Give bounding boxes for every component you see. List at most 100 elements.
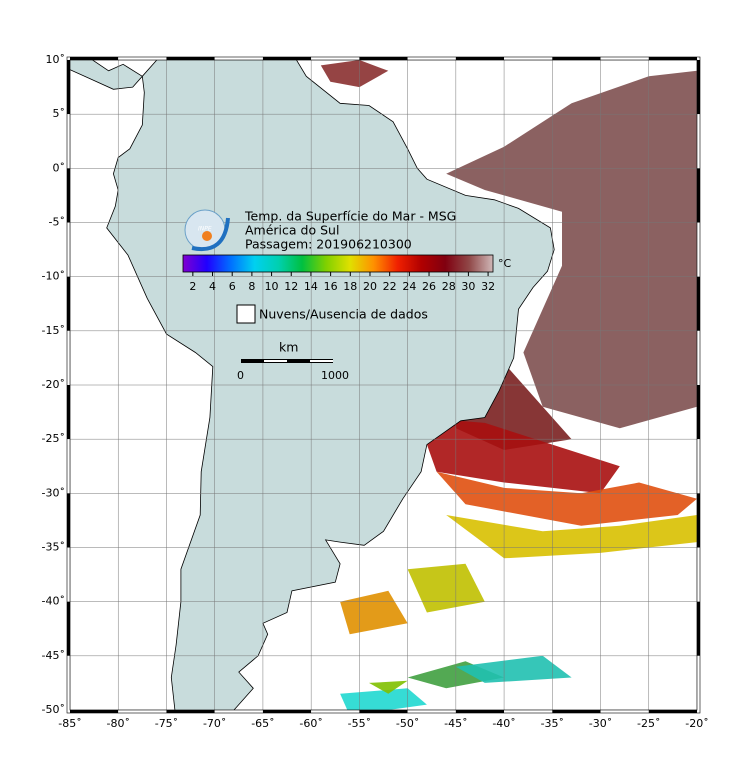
frame-segment: [70, 710, 119, 713]
frame-segment: [67, 60, 70, 115]
frame-segment: [648, 57, 697, 60]
frame-segment: [697, 114, 700, 169]
lon-tick-label: -80˚: [106, 717, 129, 730]
frame-segment: [697, 276, 700, 331]
frame-segment: [407, 57, 456, 60]
frame-segment: [504, 57, 553, 60]
lat-tick-label: -20˚: [42, 378, 65, 391]
frame-segment: [600, 57, 649, 60]
lon-tick-label: -50˚: [396, 717, 419, 730]
frame-segment: [697, 168, 700, 223]
central-america: [70, 60, 143, 90]
frame-segment: [70, 57, 119, 60]
frame-segment: [118, 57, 167, 60]
frame-segment: [697, 493, 700, 548]
frame-segment: [67, 439, 70, 494]
sst-patch: [417, 417, 620, 494]
colorbar-tick-label: 30: [461, 280, 475, 293]
frame-segment: [407, 710, 456, 713]
frame-segment: [455, 710, 505, 713]
pass: Passagem: 201906210300: [245, 237, 412, 252]
sst-field: [320, 60, 697, 710]
colorbar: 2 4 6 8 10 12 14 16 18 20 22 24 26 28 30 32: [182, 254, 495, 293]
colorbar-tick-label: 4: [209, 280, 216, 293]
frame-segment: [311, 57, 360, 60]
frame-segment: [67, 601, 70, 656]
frame-segment: [359, 57, 408, 60]
lon-tick-label: -60˚: [299, 717, 322, 730]
frame-segment: [67, 222, 70, 277]
frame-segment: [697, 330, 700, 385]
lon-tick-label: -65˚: [251, 717, 274, 730]
sst-patch: [436, 471, 697, 526]
land: [70, 60, 555, 710]
frame-segment: [214, 710, 263, 713]
colorbar-tick-label: 22: [383, 280, 397, 293]
lat-tick-label: -45˚: [42, 649, 65, 662]
legend: INPE Temp. da Superfície do Mar - MSG Am…: [184, 209, 512, 382]
frame-segment: [262, 57, 312, 60]
frame-segment: [359, 710, 408, 713]
lat-tick-label: 5˚: [53, 107, 66, 120]
logo-dot: [202, 231, 212, 241]
scale-bar: [310, 360, 333, 362]
lat-tick-label: 10˚: [46, 53, 66, 66]
colorbar-tick-label: 14: [304, 280, 318, 293]
frame-segment: [697, 547, 700, 602]
colorbar-tick-label: 32: [481, 280, 495, 293]
title: Temp. da Superfície do Mar - MSG: [244, 209, 456, 224]
scale-label: 1000: [321, 369, 349, 382]
lat-tick-label: -15˚: [42, 324, 65, 337]
colorbar-tick-label: 20: [363, 280, 377, 293]
frame-segment: [214, 57, 263, 60]
sst-patch: [340, 590, 408, 635]
lon-tick-label: -55˚: [348, 717, 371, 730]
colorbar-tick-label: 2: [189, 280, 196, 293]
frame-segment: [118, 710, 167, 713]
scale-title: km: [279, 340, 298, 355]
logo-text: INPE: [198, 226, 212, 233]
frame-segment: [166, 57, 215, 60]
lon-tick-label: -85˚: [58, 717, 81, 730]
lat-tick-label: -50˚: [42, 703, 65, 716]
colorbar-tick-label: 18: [343, 280, 357, 293]
frame-segment: [697, 601, 700, 656]
lon-tick-label: -35˚: [541, 717, 564, 730]
lat-tick-label: -10˚: [42, 270, 65, 283]
colorbar-tick-label: 12: [284, 280, 298, 293]
frame-segment: [262, 710, 312, 713]
colorbar-tick-label: 24: [402, 280, 416, 293]
frame-segment: [311, 710, 360, 713]
frame-segment: [648, 710, 697, 713]
frame-segment: [600, 710, 649, 713]
colorbar-tick-label: 6: [229, 280, 236, 293]
colorbar-tick-label: 26: [422, 280, 436, 293]
frame-segment: [67, 168, 70, 223]
frame-segment: [552, 710, 601, 713]
sst-patch: [455, 655, 572, 683]
colorbar-tick-label: 10: [265, 280, 279, 293]
sst-patch: [407, 563, 485, 613]
lat-tick-label: -25˚: [42, 432, 65, 445]
frame-segment: [67, 547, 70, 602]
colorbar-tick-label: 28: [442, 280, 456, 293]
frame-segment: [697, 439, 700, 494]
lat-tick-label: -5˚: [49, 216, 65, 229]
lat-tick-label: 0˚: [53, 161, 66, 174]
frame-segment: [67, 493, 70, 548]
frame-segment: [67, 114, 70, 169]
colorbar-tick-label: 16: [324, 280, 338, 293]
legend-swatch: [236, 304, 256, 324]
frame-segment: [697, 385, 700, 440]
axes: -85˚ -80˚ -75˚ -70˚ -65˚ -60˚ -55˚ -50˚ -45˚ -40˚…: [42, 53, 709, 730]
region: América do Sul: [245, 223, 339, 238]
colorbar-unit: °C: [498, 257, 512, 270]
lat-tick-label: -40˚: [42, 595, 65, 608]
frame-segment: [67, 330, 70, 385]
frame-segment: [697, 655, 700, 710]
frame-segment: [697, 222, 700, 277]
logo-arrow: [191, 217, 230, 252]
frame-segment: [67, 385, 70, 440]
scale-label: 0: [237, 369, 244, 382]
